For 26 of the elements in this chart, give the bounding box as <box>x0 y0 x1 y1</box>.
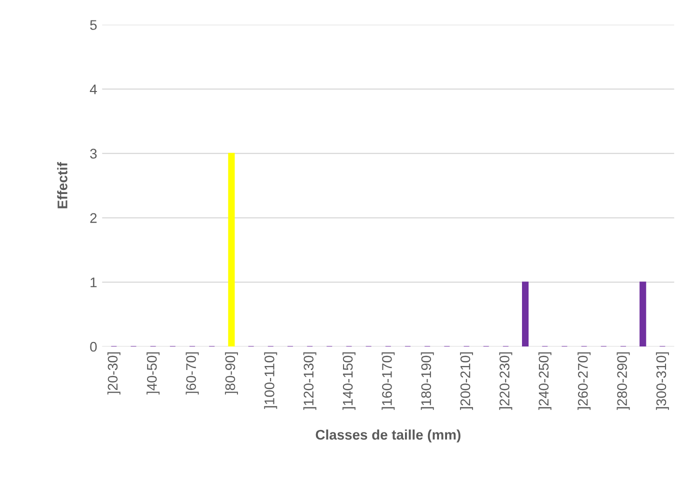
bar <box>522 282 529 346</box>
x-tick-label: ]80-90] <box>224 352 238 394</box>
x-tick-label: ]280-290] <box>616 352 630 410</box>
y-tick-label: 3 <box>90 148 97 159</box>
y-tick-label: 1 <box>90 278 97 288</box>
x-tick-label: ]120-130] <box>303 352 316 410</box>
y-tick-label: 0 <box>90 342 97 352</box>
x-tick-label: ]240-250] <box>538 352 552 410</box>
x-tick-label: ]20-30] <box>107 352 120 394</box>
x-tick-label: ]220-230] <box>499 352 512 410</box>
x-tick-label: ]300-310] <box>656 352 669 410</box>
x-tick-label: ]200-210] <box>460 352 474 410</box>
y-tick-label: 4 <box>90 84 97 94</box>
x-tick-label: ]260-270] <box>578 352 591 410</box>
x-tick-label: ]140-150] <box>342 352 356 410</box>
x-tick-label: ]40-50] <box>146 352 160 394</box>
x-tick-label: ]100-110] <box>264 352 278 409</box>
x-axis-title: Classes de taille (mm) <box>316 429 460 442</box>
y-tick-label: 2 <box>90 213 97 223</box>
x-tick-label: ]180-190] <box>420 352 434 410</box>
y-axis-title: Effectif <box>57 162 68 208</box>
x-tick-label: ]160-170] <box>382 352 395 410</box>
bar <box>228 152 235 346</box>
x-tick-label: ]60-70] <box>186 352 199 394</box>
y-tick-label: 5 <box>90 20 97 30</box>
bar <box>640 282 646 346</box>
